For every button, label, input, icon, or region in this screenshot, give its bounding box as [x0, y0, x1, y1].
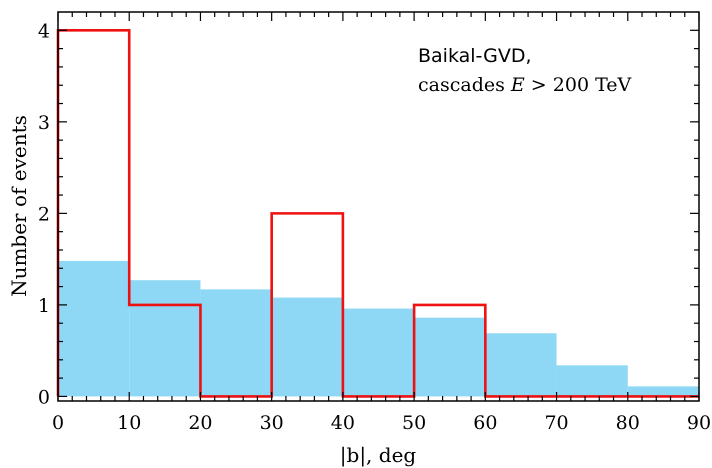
y-tick-label-0: 0 — [38, 386, 50, 408]
x-tick-label-80: 80 — [616, 412, 640, 434]
model-bar-2 — [200, 289, 272, 397]
annotation-variable: E — [510, 74, 525, 96]
tick-labels: 0 10 20 30 40 50 60 70 80 90 0 1 2 3 4 — [38, 20, 711, 434]
y-axis-label: Number of events — [7, 115, 31, 297]
annotation-line-1: Baikal-GVD, — [418, 45, 532, 67]
axis-ticks — [57, 12, 700, 401]
annotation-suffix: > 200 TeV — [525, 74, 632, 96]
x-axis-label: |b|, deg — [340, 443, 417, 468]
plot-frame — [57, 11, 700, 402]
model-bar-8 — [627, 386, 699, 397]
model-bar-3 — [271, 297, 343, 397]
model-bar-7 — [556, 365, 628, 397]
x-tick-label-90: 90 — [687, 412, 711, 434]
x-tick-label-40: 40 — [331, 412, 355, 434]
observed-step-path — [56, 29, 699, 398]
model-bar-0 — [58, 260, 130, 397]
model-bar-6 — [485, 333, 557, 397]
model-bar-5 — [414, 317, 486, 397]
model-bar-4 — [342, 308, 415, 397]
x-tick-label-0: 0 — [52, 412, 64, 434]
x-tick-label-20: 20 — [188, 412, 212, 434]
x-tick-label-30: 30 — [260, 412, 284, 434]
model-bars — [58, 260, 699, 397]
annotation-prefix: cascades — [418, 74, 511, 96]
model-bar-1 — [129, 280, 201, 397]
annotation-line-2: cascades E > 200 TeV — [418, 74, 632, 96]
y-tick-label-4: 4 — [38, 20, 50, 42]
y-tick-label-3: 3 — [38, 112, 50, 134]
x-tick-label-70: 70 — [544, 412, 568, 434]
observed-step-line — [56, 29, 699, 398]
x-tick-label-10: 10 — [117, 412, 141, 434]
x-tick-label-60: 60 — [473, 412, 497, 434]
y-tick-label-2: 2 — [38, 203, 50, 225]
y-tick-label-1: 1 — [38, 295, 50, 317]
x-tick-label-50: 50 — [402, 412, 426, 434]
